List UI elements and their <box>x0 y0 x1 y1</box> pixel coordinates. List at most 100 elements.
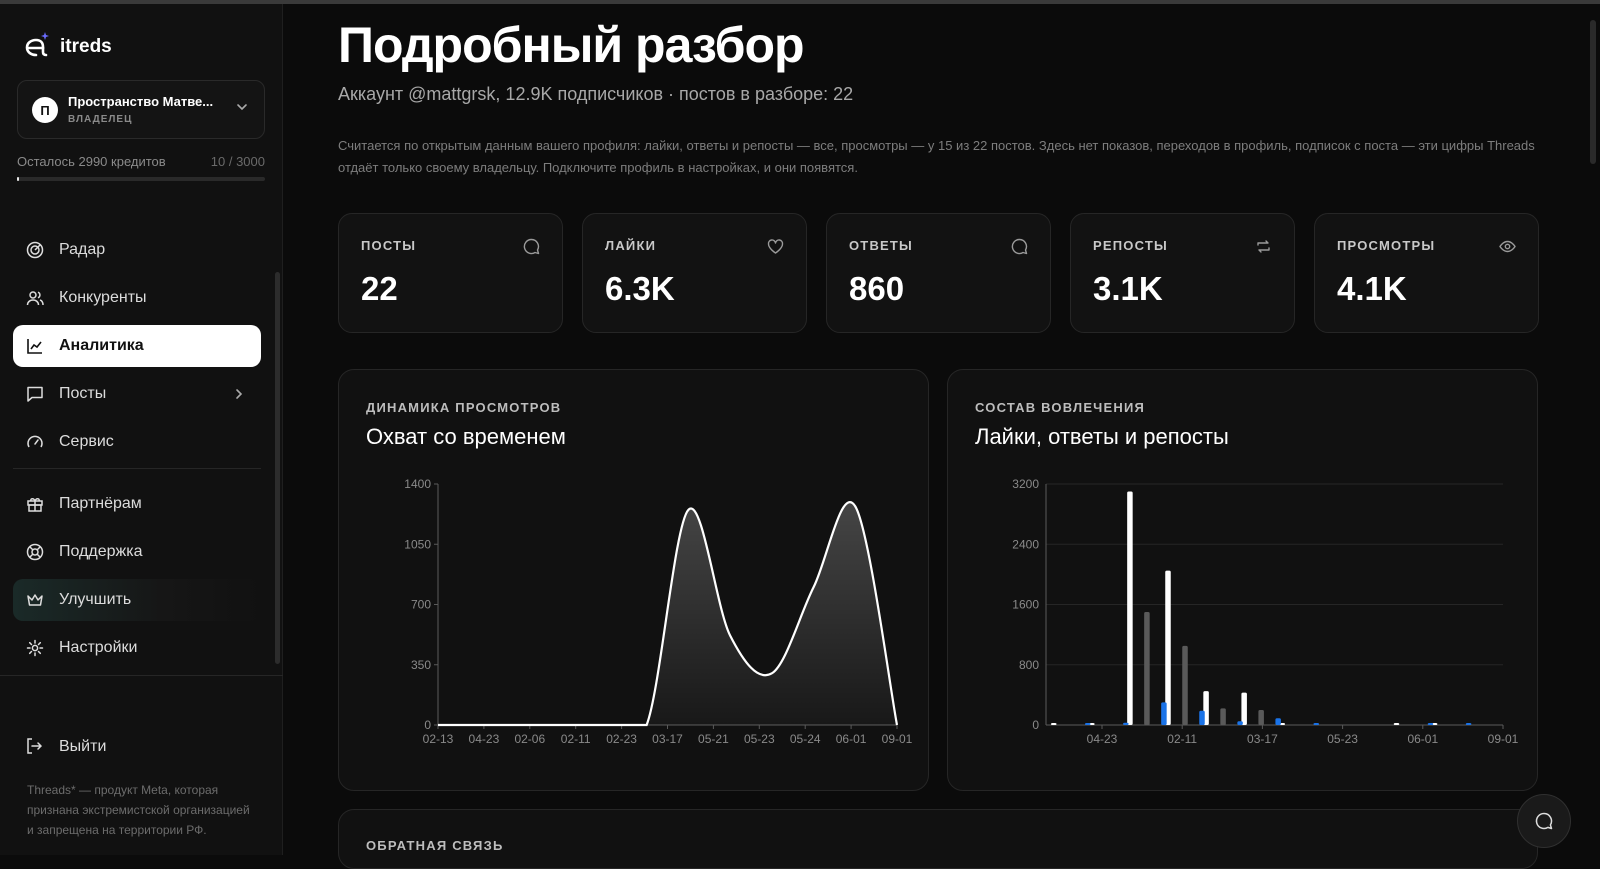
sidebar-item-analytics[interactable]: Аналитика <box>13 325 261 367</box>
eye-icon <box>1499 240 1516 253</box>
sidebar-item-label: Улучшить <box>59 591 132 608</box>
sidebar-item-label: Аналитика <box>59 337 144 354</box>
gauge-icon <box>25 432 45 452</box>
engagement-bar <box>1393 723 1400 725</box>
gear-icon <box>25 638 45 658</box>
x-tick-label: 09-01 <box>1488 732 1519 746</box>
y-tick-label: 700 <box>411 598 431 612</box>
workspace-name: Пространство Матве... <box>68 94 214 109</box>
sidebar-item-settings[interactable]: Настройки <box>13 627 261 669</box>
message-square-icon <box>25 384 45 404</box>
engagement-bar <box>1427 723 1434 725</box>
brand-logo[interactable]: itreds <box>20 30 112 64</box>
credits-label: Осталось 2990 кредитов <box>17 154 166 169</box>
y-tick-label: 350 <box>411 658 431 672</box>
x-tick-label: 02-13 <box>423 732 454 746</box>
engagement-bar <box>1144 612 1150 725</box>
page-subtitle: Аккаунт @mattgrsk, 12.9K подписчиков · п… <box>338 84 854 104</box>
engagement-bar <box>1199 710 1205 725</box>
y-tick-label: 1400 <box>404 477 431 491</box>
engagement-bar <box>1313 723 1319 725</box>
x-tick-label: 05-24 <box>790 732 821 746</box>
engagement-bar <box>1123 722 1129 725</box>
brand-mark-icon <box>20 30 50 64</box>
x-tick-label: 03-17 <box>1247 732 1278 746</box>
x-tick-label: 02-11 <box>1167 732 1197 746</box>
card-eyebrow: ОБРАТНАЯ СВЯЗЬ <box>366 838 504 853</box>
radar-icon <box>25 240 45 260</box>
x-tick-label: 05-23 <box>1327 732 1358 746</box>
chat-bubble-icon <box>523 238 540 255</box>
workspace-switcher[interactable]: П Пространство Матве... ВЛАДЕЛЕЦ <box>17 80 265 139</box>
engagement-bar-chart[interactable]: 0 800 1600 2400 3200 04-23 02-11 03-17 05-23 06-0… <box>948 370 1539 792</box>
y-tick-label: 1050 <box>404 537 431 551</box>
chat-bubble-icon <box>1535 812 1553 830</box>
engagement-bar <box>1161 702 1167 725</box>
card-title: Охват со временем <box>366 424 566 449</box>
stat-label: РЕПОСТЫ <box>1093 238 1168 253</box>
card-eyebrow: ДИНАМИКА ПРОСМОТРОВ <box>366 400 562 415</box>
x-tick-label: 06-01 <box>1407 732 1438 746</box>
sidebar-divider <box>13 468 261 469</box>
page-title: Подробный разбор <box>338 17 805 73</box>
y-tick-label: 3200 <box>1012 477 1039 491</box>
chevron-right-icon <box>236 389 243 399</box>
engagement-bar <box>1241 692 1247 725</box>
stat-label: ПРОСМОТРЫ <box>1337 238 1436 253</box>
engagement-composition-card: СОСТАВ ВОВЛЕЧЕНИЯ Лайки, ответы и репост… <box>947 369 1538 791</box>
sidebar-scrollbar[interactable] <box>275 272 280 664</box>
engagement-bar <box>1465 723 1472 725</box>
sidebar-item-support[interactable]: Поддержка <box>13 531 261 573</box>
sidebar-item-competitors[interactable]: Конкуренты <box>13 277 261 319</box>
y-tick-label: 0 <box>424 718 431 732</box>
sidebar-item-partners[interactable]: Партнёрам <box>13 483 261 525</box>
stat-card-replies: ОТВЕТЫ 860 <box>826 213 1051 333</box>
chat-button[interactable] <box>1517 794 1571 848</box>
page-note: Считается по открытым данным вашего проф… <box>338 138 1535 175</box>
logout-button[interactable]: Выйти <box>13 729 261 765</box>
stat-label: ПОСТЫ <box>361 238 417 253</box>
engagement-bar <box>1237 721 1243 725</box>
meta-disclaimer: Threads* — продукт Meta, которая признан… <box>27 783 250 837</box>
sidebar-item-label: Сервис <box>59 433 114 450</box>
feedback-card: ОБРАТНАЯ СВЯЗЬ <box>338 809 1538 869</box>
sidebar-item-upgrade[interactable]: Улучшить <box>13 579 261 621</box>
engagement-bar <box>1258 709 1264 725</box>
stat-value: 4.1K <box>1337 270 1407 307</box>
reply-bubble-icon <box>1011 238 1028 255</box>
users-icon <box>25 288 45 308</box>
engagement-bar <box>1089 723 1095 725</box>
y-tick-label: 0 <box>1032 718 1039 732</box>
credits-count: 10 / 3000 <box>210 154 265 169</box>
views-area-chart[interactable]: 0 350 700 1050 1400 02-13 04-23 02-06 02-11 02-23… <box>339 370 930 792</box>
engagement-bar <box>1085 723 1091 725</box>
x-tick-label: 05-21 <box>698 732 729 746</box>
x-tick-label: 04-23 <box>469 732 500 746</box>
engagement-bar <box>1431 723 1438 725</box>
sidebar-item-label: Поддержка <box>59 543 143 560</box>
x-tick-label: 02-11 <box>561 732 591 746</box>
engagement-bar <box>1051 723 1057 725</box>
sidebar-item-radar[interactable]: Радар <box>13 229 261 271</box>
engagement-bar <box>1182 645 1188 725</box>
sidebar-item-label: Радар <box>59 241 106 258</box>
workspace-avatar: П <box>32 97 58 123</box>
stat-card-posts: ПОСТЫ 22 <box>338 213 563 333</box>
x-tick-label: 03-17 <box>652 732 683 746</box>
sidebar-footer-divider <box>0 675 283 676</box>
x-tick-label: 09-01 <box>882 732 913 746</box>
stat-card-views: ПРОСМОТРЫ 4.1K <box>1314 213 1539 333</box>
engagement-bar <box>1165 570 1171 725</box>
chevron-down-icon <box>237 104 247 111</box>
repost-icon <box>1257 240 1270 253</box>
sidebar: itreds П Пространство Матве... ВЛАДЕЛЕЦ … <box>0 4 283 855</box>
crown-icon <box>25 590 45 610</box>
main-scrollbar[interactable] <box>1590 20 1596 164</box>
sidebar-item-service[interactable]: Сервис <box>13 421 261 463</box>
sidebar-item-label: Настройки <box>59 639 138 656</box>
engagement-bar <box>1220 708 1226 725</box>
x-tick-label: 04-23 <box>1087 732 1118 746</box>
y-tick-label: 800 <box>1019 658 1039 672</box>
sidebar-item-posts[interactable]: Посты <box>13 373 261 415</box>
stat-label: ОТВЕТЫ <box>849 238 913 253</box>
